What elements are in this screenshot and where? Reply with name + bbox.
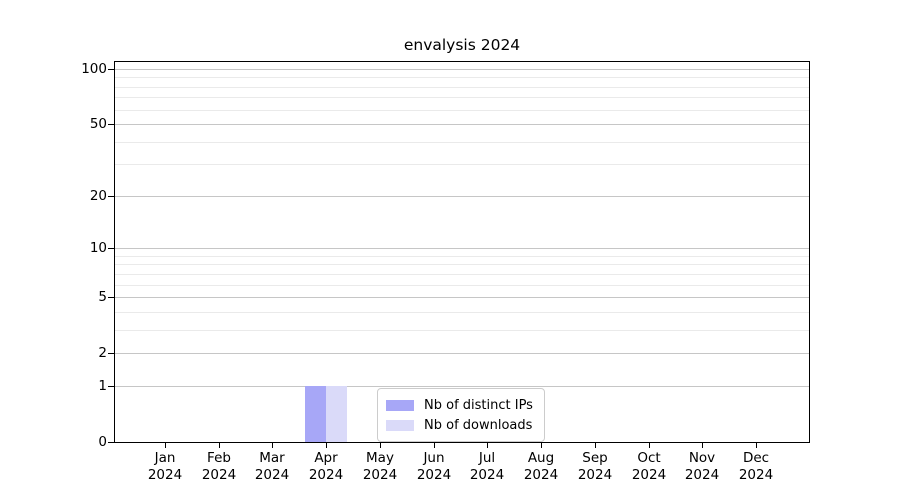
x-tick-mark (756, 443, 757, 448)
y-tick-label: 20 (89, 188, 107, 204)
minor-gridline (115, 312, 809, 313)
major-gridline (115, 124, 809, 125)
plot-area: Nb of distinct IPs Nb of downloads (114, 61, 810, 443)
y-tick-label: 100 (81, 61, 107, 77)
x-tick-year: 2024 (147, 466, 183, 483)
x-tick-mark (380, 443, 381, 448)
legend-label-downloads: Nb of downloads (424, 417, 533, 433)
x-tick-month: Mar (259, 450, 285, 466)
x-tick-label: Mar 2024 (230, 450, 314, 483)
x-tick-year: 2024 (631, 466, 667, 483)
major-gridline (115, 386, 809, 387)
legend-swatch-distinct-ips-icon (386, 399, 414, 411)
x-tick-mark (702, 443, 703, 448)
minor-gridline (115, 87, 809, 88)
x-tick-month: May (366, 450, 394, 466)
x-tick-year: 2024 (523, 466, 559, 483)
x-tick-month: Aug (527, 450, 555, 466)
x-tick-year: 2024 (684, 466, 720, 483)
minor-gridline (115, 330, 809, 331)
y-tick-mark (108, 124, 114, 125)
x-tick-label: Jul 2024 (445, 450, 529, 483)
y-tick-label: 0 (98, 434, 107, 450)
legend-item-distinct-ips: Nb of distinct IPs (386, 395, 536, 415)
y-tick-mark (108, 196, 114, 197)
legend-swatch-downloads-icon (386, 419, 414, 431)
y-tick-mark (108, 69, 114, 70)
x-tick-label: Jun 2024 (392, 450, 476, 483)
x-tick-label: Sep 2024 (553, 450, 637, 483)
y-tick-label: 50 (89, 116, 107, 132)
x-tick-month: Feb (207, 450, 231, 466)
major-gridline (115, 297, 809, 298)
x-tick-year: 2024 (738, 466, 774, 483)
bar-distinct-ips-apr (305, 386, 326, 442)
minor-gridline (115, 97, 809, 98)
minor-gridline (115, 274, 809, 275)
x-tick-mark (219, 443, 220, 448)
y-tick-mark (108, 297, 114, 298)
x-tick-label: Nov 2024 (660, 450, 744, 483)
x-tick-year: 2024 (416, 466, 452, 483)
y-tick-mark (108, 353, 114, 354)
bar-downloads-apr (326, 386, 347, 442)
x-tick-label: Oct 2024 (607, 450, 691, 483)
x-tick-month: Dec (742, 450, 770, 466)
x-tick-year: 2024 (577, 466, 613, 483)
legend-label-distinct-ips: Nb of distinct IPs (424, 397, 533, 413)
x-tick-mark (541, 443, 542, 448)
major-gridline (115, 196, 809, 197)
minor-gridline (115, 256, 809, 257)
x-tick-year: 2024 (254, 466, 290, 483)
y-tick-label: 1 (98, 378, 107, 394)
legend: Nb of distinct IPs Nb of downloads (377, 388, 545, 442)
x-tick-mark (434, 443, 435, 448)
minor-gridline (115, 77, 809, 78)
x-tick-month: Oct (637, 450, 661, 466)
x-tick-mark (326, 443, 327, 448)
y-tick-mark (108, 386, 114, 387)
minor-gridline (115, 264, 809, 265)
minor-gridline (115, 110, 809, 111)
major-gridline (115, 69, 809, 70)
x-tick-label: Jan 2024 (123, 450, 207, 483)
x-tick-mark (487, 443, 488, 448)
x-tick-month: Jun (423, 450, 445, 466)
x-tick-label: Aug 2024 (499, 450, 583, 483)
x-tick-mark (649, 443, 650, 448)
minor-gridline (115, 285, 809, 286)
x-tick-mark (165, 443, 166, 448)
x-tick-label: Apr 2024 (284, 450, 368, 483)
minor-gridline (115, 164, 809, 165)
major-gridline (115, 248, 809, 249)
x-tick-year: 2024 (362, 466, 398, 483)
y-tick-label: 10 (89, 240, 107, 256)
y-tick-mark (108, 248, 114, 249)
y-tick-mark (108, 442, 114, 443)
x-tick-year: 2024 (469, 466, 505, 483)
x-tick-label: Feb 2024 (177, 450, 261, 483)
x-tick-month: Nov (688, 450, 716, 466)
y-tick-label: 5 (98, 289, 107, 305)
major-gridline (115, 353, 809, 354)
x-tick-mark (272, 443, 273, 448)
x-tick-year: 2024 (308, 466, 344, 483)
x-tick-label: Dec 2024 (714, 450, 798, 483)
x-tick-mark (595, 443, 596, 448)
x-tick-month: Jan (154, 450, 176, 466)
x-tick-month: Apr (314, 450, 338, 466)
chart-title: envalysis 2024 (403, 36, 521, 54)
x-tick-label: May 2024 (338, 450, 422, 483)
x-tick-month: Sep (582, 450, 608, 466)
x-tick-year: 2024 (201, 466, 237, 483)
x-tick-month: Jul (478, 450, 496, 466)
y-tick-label: 2 (98, 345, 107, 361)
legend-item-downloads: Nb of downloads (386, 415, 536, 435)
minor-gridline (115, 142, 809, 143)
